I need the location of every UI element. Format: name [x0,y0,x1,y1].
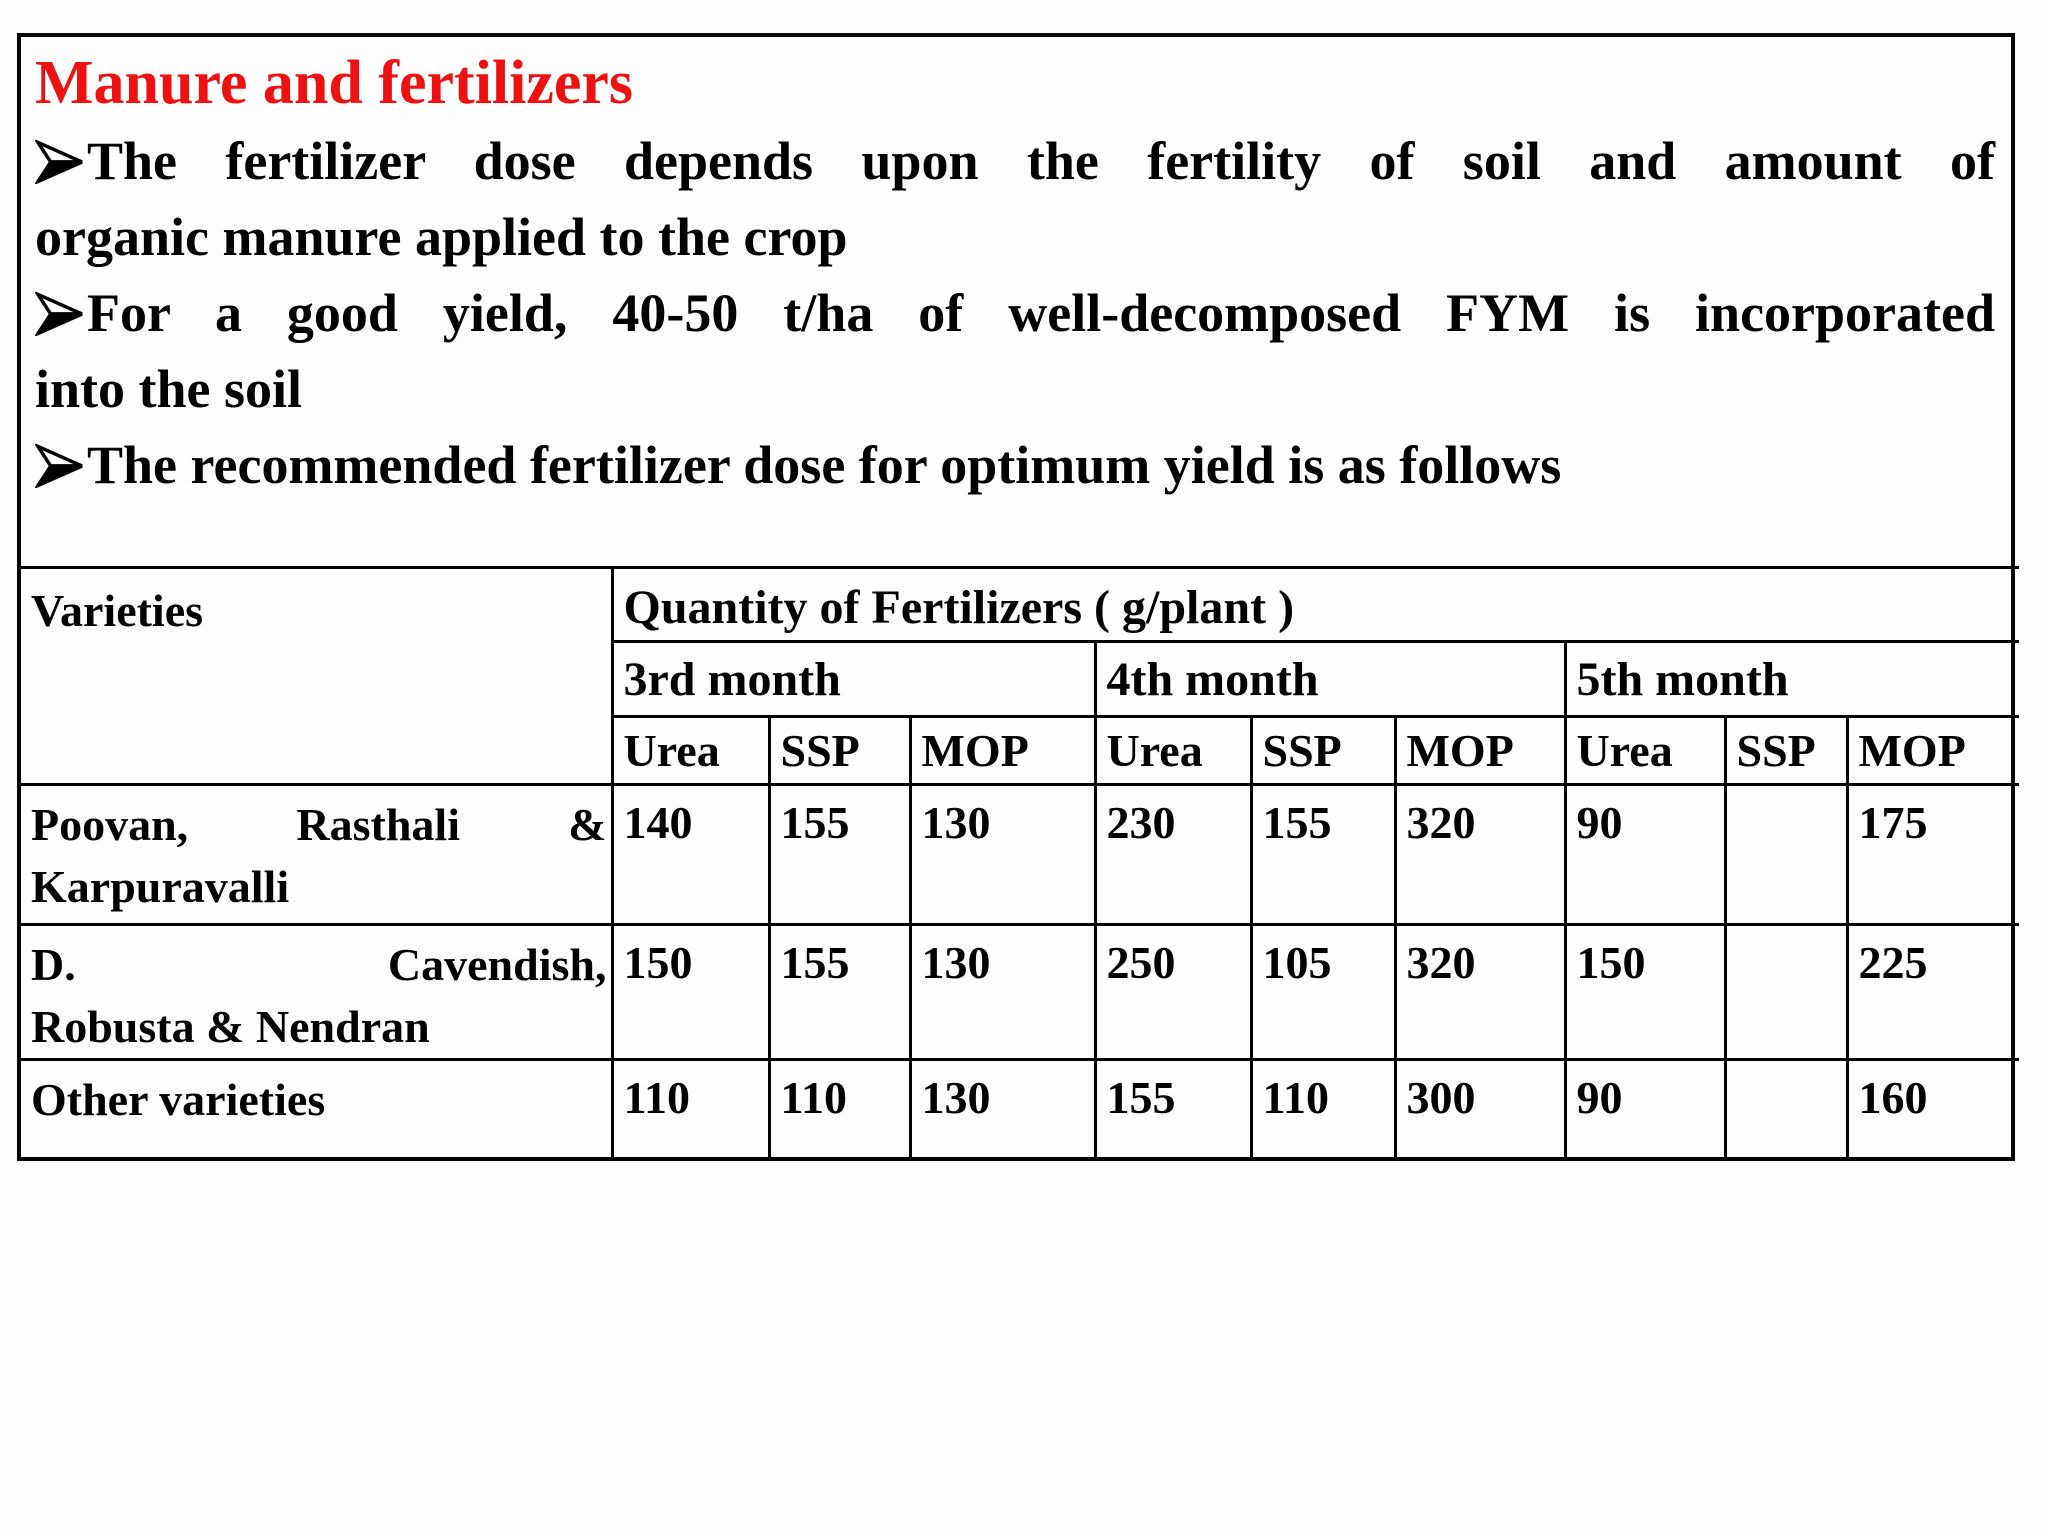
month-header-5th: 5th month [1563,640,2020,717]
col-header-ssp-4th: SSP [1249,715,1395,785]
value-cell: 105 [1249,923,1395,1060]
value-cell: 230 [1093,783,1251,925]
bullet-line-1a: The fertilizer dose depends upon the fer… [35,123,1995,199]
value-cell-empty [1723,923,1847,1060]
value-cell: 300 [1393,1058,1565,1157]
bullet-text: For a good yield, 40-50 t/ha of well-dec… [87,283,1995,343]
value-cell: 155 [1093,1058,1251,1157]
value-cell: 175 [1845,783,2020,925]
bullet-text: The recommended fertilizer dose for opti… [87,435,1562,495]
table-row: D. Cavendish, Robusta & Nendran 150 155 … [21,923,2020,1060]
bullet-line-3: The recommended fertilizer dose for opti… [35,427,1995,503]
value-cell: 130 [908,923,1095,1060]
col-header-mop-3rd: MOP [908,715,1095,785]
month-header-4th: 4th month [1093,640,1565,717]
bullet-line-2a: For a good yield, 40-50 t/ha of well-dec… [35,275,1995,351]
table-row: Other varieties 110 110 130 155 110 300 … [21,1058,2020,1157]
value-cell: 150 [610,923,769,1060]
value-cell: 225 [1845,923,2020,1060]
bullet-line-1b: organic manure applied to the crop [35,199,1995,275]
bullet-arrow-icon [35,292,83,336]
value-cell: 155 [767,923,910,1060]
value-cell: 90 [1563,1058,1725,1157]
col-header-mop-5th: MOP [1845,715,2020,785]
value-cell: 160 [1845,1058,2020,1157]
bullet-line-2b: into the soil [35,351,1995,427]
value-cell: 155 [767,783,910,925]
value-cell: 140 [610,783,769,925]
col-header-ssp-3rd: SSP [767,715,910,785]
value-cell: 90 [1563,783,1725,925]
variety-name: D. Cavendish, Robusta & Nendran [21,923,612,1060]
variety-name: Other varieties [21,1058,612,1157]
value-cell: 150 [1563,923,1725,1060]
value-cell: 320 [1393,783,1565,925]
table-row: Poovan, Rasthali & Karpuravalli 140 155 … [21,783,2020,925]
varieties-header: Varieties [21,566,612,785]
value-cell: 130 [908,1058,1095,1157]
month-header-3rd: 3rd month [610,640,1095,717]
quantity-header: Quantity of Fertilizers ( g/plant ) [610,566,2020,642]
col-header-urea-3rd: Urea [610,715,769,785]
content-box: Manure and fertilizers The fertilizer do… [17,33,2020,1161]
value-cell: 250 [1093,923,1251,1060]
value-cell-empty [1723,1058,1847,1157]
col-header-mop-4th: MOP [1393,715,1565,785]
bullet-text: into the soil [35,359,303,419]
value-cell: 130 [908,783,1095,925]
bullet-text: organic manure applied to the crop [35,207,848,267]
value-cell: 110 [1249,1058,1395,1157]
col-header-urea-4th: Urea [1093,715,1251,785]
bullet-arrow-icon [35,444,83,488]
bullet-text: The fertilizer dose depends upon the fer… [87,131,1995,191]
value-cell: 110 [767,1058,910,1157]
col-header-ssp-5th: SSP [1723,715,1847,785]
value-cell: 320 [1393,923,1565,1060]
variety-name: Poovan, Rasthali & Karpuravalli [21,783,612,925]
value-cell: 155 [1249,783,1395,925]
value-cell-empty [1723,783,1847,925]
fertilizer-table: Varieties Quantity of Fertilizers ( g/pl… [21,566,2020,1157]
col-header-urea-5th: Urea [1563,715,1725,785]
value-cell: 110 [610,1058,769,1157]
slide-title: Manure and fertilizers [35,49,634,117]
text-area: Manure and fertilizers The fertilizer do… [21,37,2011,566]
bullet-arrow-icon [35,140,83,184]
